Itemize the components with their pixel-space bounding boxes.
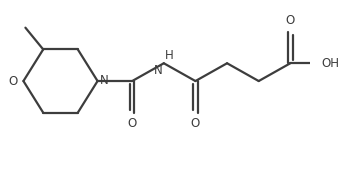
Text: O: O — [191, 117, 200, 130]
Text: OH: OH — [321, 57, 338, 70]
Text: N: N — [154, 64, 163, 77]
Text: O: O — [9, 75, 18, 88]
Text: H: H — [165, 49, 173, 62]
Text: O: O — [127, 117, 137, 130]
Text: O: O — [286, 14, 295, 27]
Text: N: N — [100, 74, 108, 87]
